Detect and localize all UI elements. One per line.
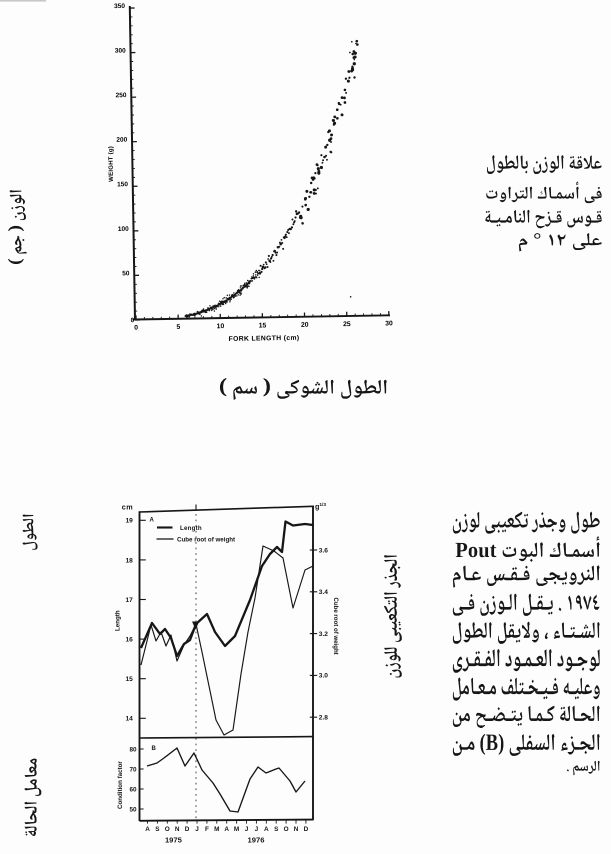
svg-text:3.2: 3.2 [319, 631, 328, 638]
svg-text:A: A [145, 826, 150, 833]
svg-text:3.6: 3.6 [319, 547, 328, 554]
svg-text:O: O [165, 826, 170, 833]
svg-text:F: F [205, 826, 209, 833]
svg-text:60: 60 [129, 786, 137, 793]
svg-text:Length: Length [115, 610, 122, 631]
svg-text:D: D [185, 826, 190, 833]
svg-text:J: J [255, 826, 259, 833]
svg-text:1975: 1975 [165, 835, 183, 844]
svg-text:14: 14 [125, 716, 133, 723]
svg-text:J: J [245, 826, 249, 833]
svg-text:FORK LENGTH (cm): FORK LENGTH (cm) [229, 335, 300, 343]
svg-text:300: 300 [115, 48, 126, 55]
svg-text:3.4: 3.4 [319, 589, 328, 596]
svg-text:50: 50 [129, 806, 137, 813]
svg-text:S: S [274, 826, 279, 833]
svg-text:10: 10 [217, 323, 225, 330]
svg-text:2.8: 2.8 [319, 715, 328, 722]
svg-text:cm: cm [122, 503, 133, 512]
svg-text:100: 100 [118, 226, 129, 233]
svg-text:WEIGHT (g): WEIGHT (g) [107, 146, 115, 182]
svg-text:Length: Length [180, 525, 202, 532]
svg-text:1976: 1976 [248, 835, 265, 844]
svg-text:0: 0 [131, 317, 135, 324]
svg-text:S: S [155, 826, 160, 833]
svg-text:g1/3: g1/3 [315, 502, 326, 511]
svg-text:17: 17 [125, 597, 133, 604]
svg-text:25: 25 [343, 321, 351, 328]
svg-text:20: 20 [301, 322, 309, 329]
svg-text:80: 80 [129, 746, 137, 753]
svg-text:50: 50 [122, 270, 130, 277]
svg-text:M: M [234, 826, 239, 833]
svg-text:O: O [284, 826, 289, 833]
svg-text:J: J [195, 826, 199, 833]
svg-text:N: N [294, 826, 299, 833]
svg-text:A: A [150, 517, 155, 523]
svg-text:18: 18 [125, 557, 133, 564]
svg-text:70: 70 [129, 766, 137, 773]
svg-text:150: 150 [117, 181, 128, 188]
svg-text:5: 5 [176, 324, 180, 331]
svg-text:Cube root of weight: Cube root of weight [332, 598, 339, 655]
svg-text:30: 30 [385, 320, 393, 327]
svg-text:15: 15 [259, 322, 267, 329]
svg-text:16: 16 [125, 637, 133, 644]
svg-text:Cube root of weight: Cube root of weight [177, 537, 235, 544]
svg-text:250: 250 [116, 92, 127, 99]
svg-text:D: D [304, 826, 309, 833]
svg-text:200: 200 [116, 137, 127, 144]
svg-text:B: B [152, 746, 157, 752]
svg-text:A: A [264, 826, 269, 833]
svg-text:15: 15 [125, 676, 133, 683]
svg-text:N: N [175, 826, 180, 833]
svg-text:0: 0 [134, 325, 138, 332]
svg-text:350: 350 [114, 3, 125, 10]
svg-text:A: A [224, 826, 229, 833]
svg-text:19: 19 [125, 518, 133, 525]
svg-text:M: M [214, 826, 219, 833]
svg-text:3.0: 3.0 [319, 673, 328, 680]
svg-text:Condition factor: Condition factor [117, 761, 124, 809]
